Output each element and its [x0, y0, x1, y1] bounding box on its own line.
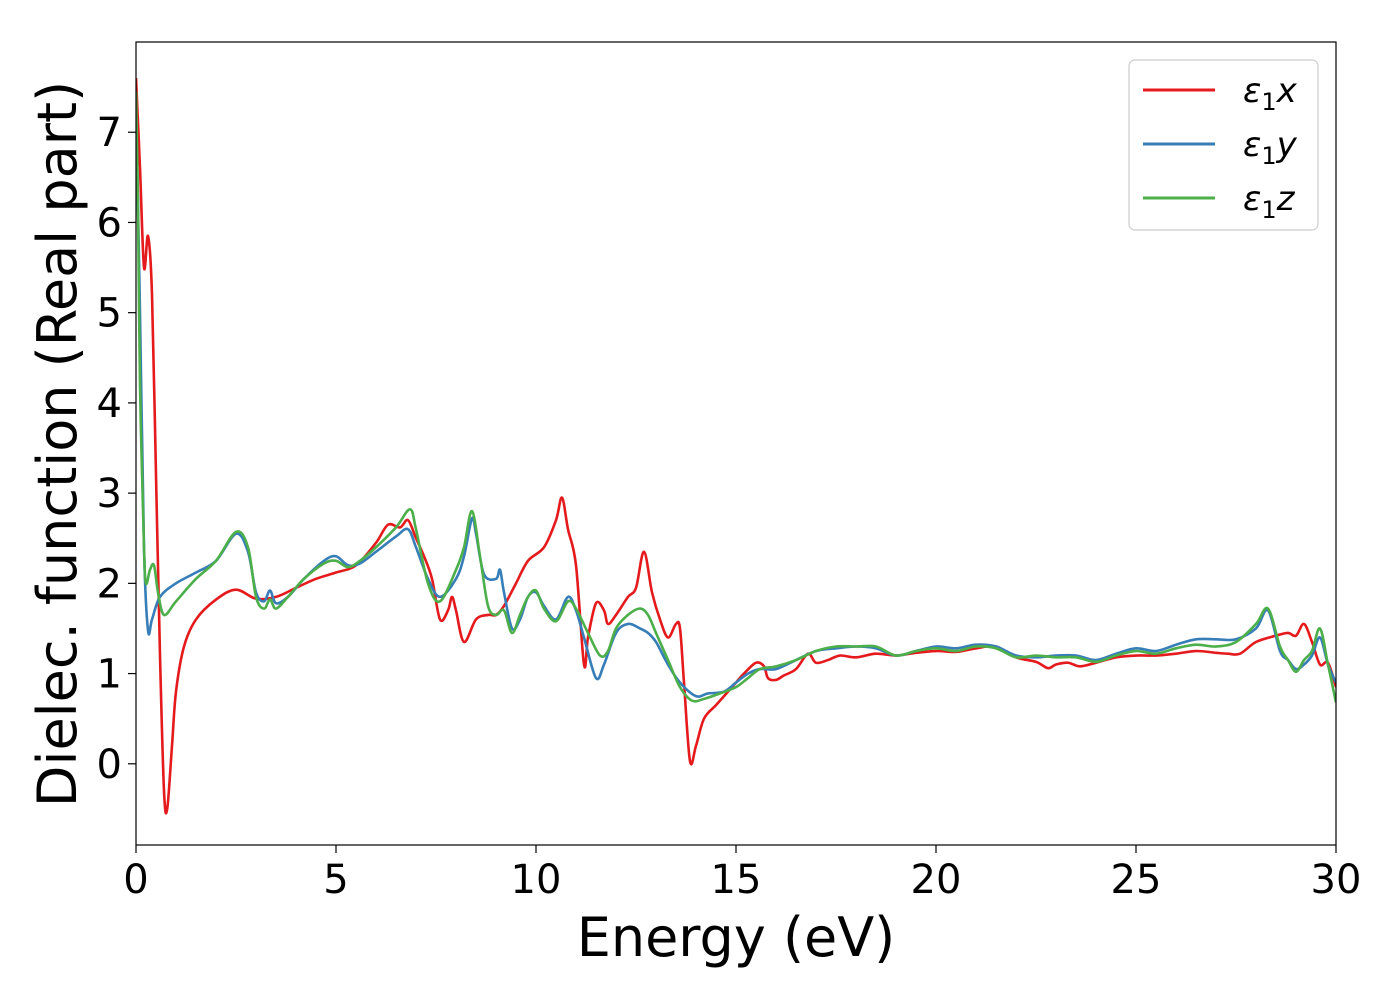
legend-symbol: ε [1243, 71, 1261, 111]
series-line-x [136, 78, 1336, 815]
x-tick-label: 10 [511, 857, 562, 903]
y-tick-label: 6 [97, 200, 122, 246]
legend-symbol: ε [1243, 179, 1261, 219]
legend-label-z: ε1z [1243, 179, 1296, 224]
x-tick-label: 20 [911, 857, 962, 903]
legend-component: x [1276, 71, 1298, 111]
x-tick-label: 25 [1111, 857, 1162, 903]
legend-subscript: 1 [1261, 196, 1276, 224]
legend-subscript: 1 [1261, 88, 1276, 116]
x-tick-label: 5 [323, 857, 348, 903]
y-tick-label: 5 [97, 291, 122, 337]
x-tick-label: 15 [711, 857, 762, 903]
y-tick-label: 0 [97, 742, 122, 788]
x-tick-label: 0 [123, 857, 148, 903]
series-line-y [136, 105, 1336, 698]
legend-label-x: ε1x [1243, 71, 1298, 116]
series-layer [136, 78, 1336, 815]
legend-subscript: 1 [1261, 142, 1276, 170]
legend-component: y [1276, 125, 1298, 165]
legend-symbol: ε [1243, 125, 1261, 165]
y-tick-label: 7 [97, 110, 122, 156]
y-tick-label: 4 [97, 381, 122, 427]
legend-label-y: ε1y [1243, 125, 1298, 170]
y-axis: 0 1 2 3 4 5 6 7 [97, 110, 136, 788]
y-tick-label: 1 [97, 652, 122, 698]
x-axis: 0 5 10 15 20 25 30 [123, 845, 1361, 903]
legend-box [1128, 59, 1319, 231]
x-axis-title: Energy (eV) [577, 906, 896, 969]
x-tick-label: 30 [1311, 857, 1362, 903]
y-tick-label: 2 [97, 561, 122, 607]
y-tick-label: 3 [97, 471, 122, 517]
legend-component: z [1276, 179, 1296, 219]
y-axis-title: Dielec. function (Real part) [26, 81, 89, 807]
series-line-z [136, 91, 1336, 703]
